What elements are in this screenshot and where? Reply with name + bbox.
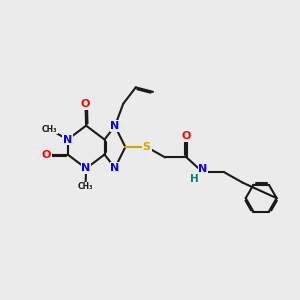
Text: CH₃: CH₃ <box>78 182 93 191</box>
Text: H: H <box>190 174 199 184</box>
Text: N: N <box>63 134 72 145</box>
Text: S: S <box>143 142 151 152</box>
Text: N: N <box>82 164 91 173</box>
Text: N: N <box>198 164 208 174</box>
Text: O: O <box>182 131 191 141</box>
Text: N: N <box>110 121 120 131</box>
Text: O: O <box>42 149 51 160</box>
Text: O: O <box>81 99 90 109</box>
Text: N: N <box>110 163 120 173</box>
Text: CH₃: CH₃ <box>41 124 57 134</box>
